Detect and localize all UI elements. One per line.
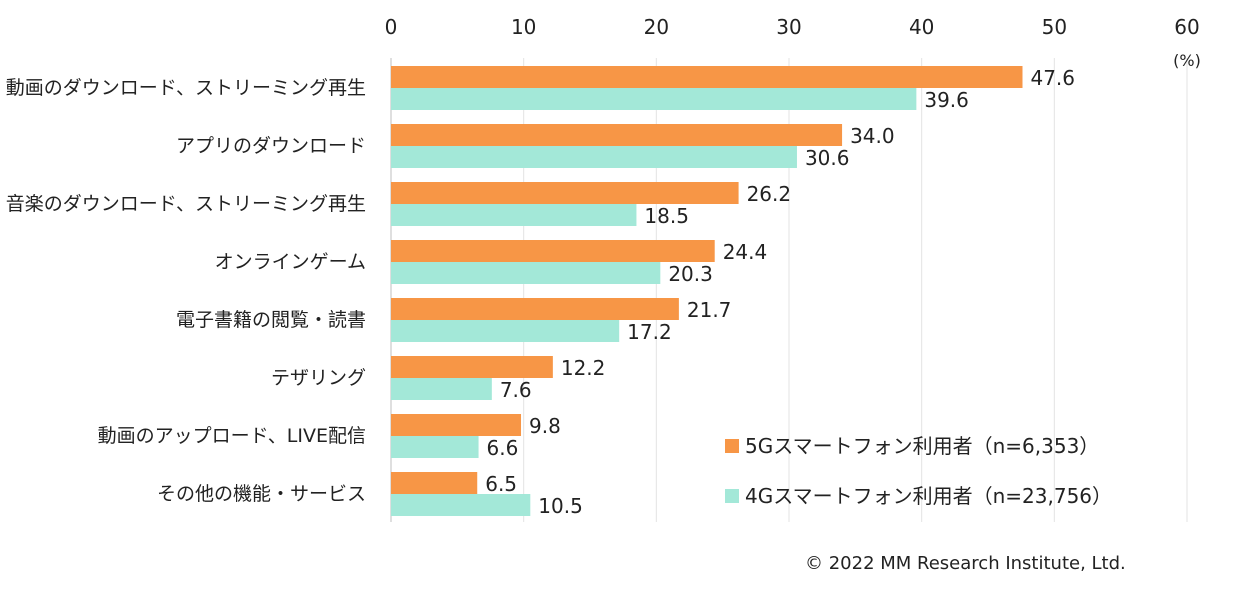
x-tick-label: 30 [776, 15, 801, 39]
bar-4g [391, 320, 620, 342]
bars [391, 66, 1023, 516]
value-label: 6.6 [487, 436, 519, 460]
legend-label: 4Gスマートフォン利用者（n=23,756） [745, 484, 1112, 508]
x-tick-label: 50 [1042, 15, 1067, 39]
value-label: 21.7 [687, 298, 732, 322]
bar-5g [391, 66, 1023, 88]
value-label: 20.3 [668, 262, 713, 286]
value-label: 24.4 [723, 240, 768, 264]
value-label: 30.6 [805, 146, 850, 170]
category-label: その他の機能・サービス [157, 483, 366, 505]
value-label: 10.5 [538, 494, 583, 518]
x-tick-labels: 0 10 20 30 40 50 60 [385, 15, 1200, 39]
bar-4g [391, 88, 917, 110]
bar-4g [391, 494, 531, 516]
value-label: 18.5 [644, 204, 689, 228]
bar-4g [391, 146, 797, 168]
category-label: アプリのダウンロード [176, 135, 366, 157]
category-label: オンラインゲーム [215, 251, 366, 273]
bar-4g [391, 204, 637, 226]
x-tick-label: 20 [644, 15, 669, 39]
bar-4g [391, 378, 492, 400]
bar-5g [391, 356, 553, 378]
value-label: 12.2 [561, 356, 606, 380]
value-label: 47.6 [1030, 66, 1075, 90]
copyright-text: © 2022 MM Research Institute, Ltd. [805, 553, 1126, 574]
value-label: 26.2 [747, 182, 792, 206]
category-label: テザリング [271, 367, 366, 389]
bar-5g [391, 414, 522, 436]
category-label: 動画のアップロード、LIVE配信 [98, 425, 366, 447]
bar-5g [391, 298, 679, 320]
unit-label: (%) [1173, 51, 1201, 70]
value-label: 17.2 [627, 320, 672, 344]
x-tick-label: 0 [385, 15, 398, 39]
bar-4g [391, 262, 661, 284]
value-label: 7.6 [500, 378, 532, 402]
bar-5g [391, 182, 739, 204]
bar-4g [391, 436, 479, 458]
value-label: 6.5 [485, 472, 517, 496]
category-label: 動画のダウンロード、ストリーミング再生 [6, 77, 366, 99]
bar-5g [391, 472, 478, 494]
x-tick-label: 10 [511, 15, 536, 39]
legend-swatch [725, 439, 739, 453]
value-label: 39.6 [924, 88, 969, 112]
category-label: 音楽のダウンロード、ストリーミング再生 [6, 193, 366, 215]
legend-label: 5Gスマートフォン利用者（n=6,353） [745, 434, 1099, 458]
value-label: 34.0 [850, 124, 895, 148]
x-tick-label: 40 [909, 15, 934, 39]
bar-5g [391, 240, 715, 262]
x-tick-label: 60 [1174, 15, 1199, 39]
category-label: 電子書籍の閲覧・読書 [176, 309, 366, 331]
bar-5g [391, 124, 843, 146]
legend: 5Gスマートフォン利用者（n=6,353） 4Gスマートフォン利用者（n=23,7… [725, 434, 1112, 508]
legend-swatch [725, 489, 739, 503]
value-label: 9.8 [529, 414, 561, 438]
value-labels: 47.6 39.6 34.030.6 26.2 18.5 24.4 20.3 21.7 17.2… [485, 66, 1075, 518]
category-labels: 動画のダウンロード、ストリーミング再生アプリのダウンロード音楽のダウンロード、ス… [6, 77, 366, 505]
